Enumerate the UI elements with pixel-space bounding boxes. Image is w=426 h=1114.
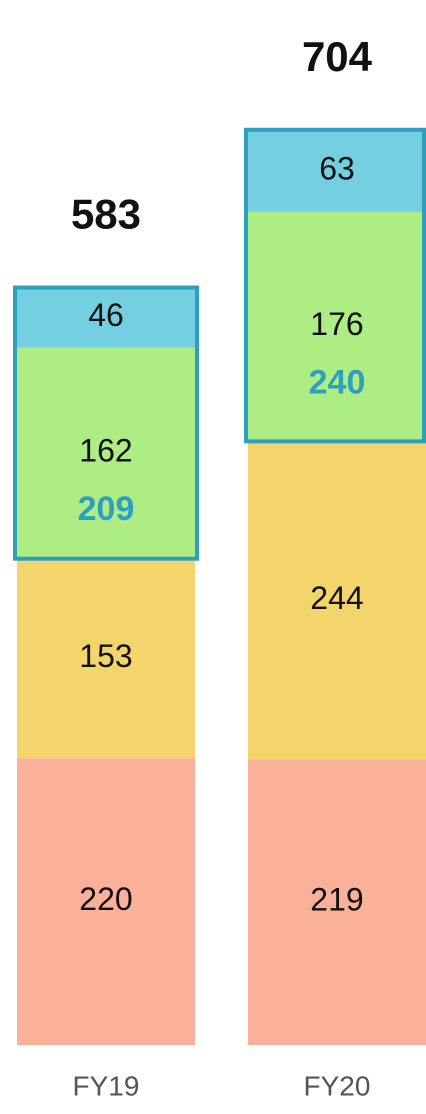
segment-label: 220	[79, 881, 132, 917]
segment-label: 46	[88, 297, 124, 333]
bar-segment	[17, 287, 195, 348]
bar-segment	[17, 558, 195, 759]
bar-segment	[17, 347, 195, 559]
total-label: 583	[71, 191, 141, 238]
total-label: 704	[302, 33, 373, 80]
highlight-box	[13, 285, 199, 561]
segment-label: 244	[310, 580, 363, 616]
x-tick-label: FY20	[304, 1070, 371, 1101]
bar-segment	[248, 759, 426, 1045]
segment-label: 219	[310, 882, 363, 918]
x-tick-label: FY19	[73, 1070, 140, 1101]
segment-label: 63	[319, 150, 355, 186]
highlight-total: 209	[78, 490, 135, 528]
bar-segment	[248, 211, 426, 442]
bar-segment	[17, 758, 195, 1045]
highlight-total: 240	[309, 364, 366, 402]
segment-label: 162	[79, 433, 132, 469]
bar-segment	[248, 441, 426, 760]
bar-segment	[248, 129, 426, 212]
highlight-box	[244, 127, 426, 444]
segment-label: 176	[310, 306, 363, 342]
segment-label: 153	[79, 638, 132, 674]
